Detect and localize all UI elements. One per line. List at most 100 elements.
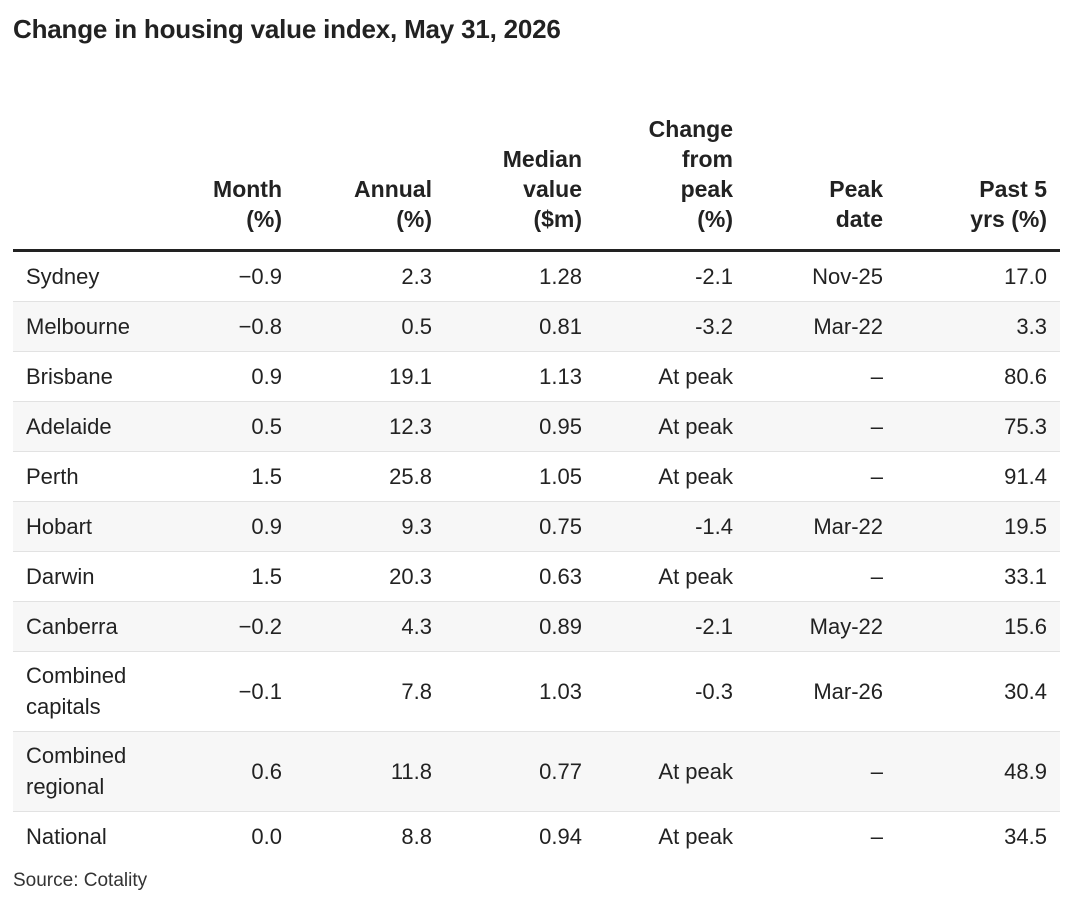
table-row: Darwin 1.5 20.3 0.63 At peak –33.1: [13, 551, 1060, 602]
peak-date-cell: –: [870, 824, 883, 849]
region-name-cell: Perth: [13, 451, 155, 502]
median-value-header-line: value: [523, 176, 582, 202]
annual-cell: 9.3: [295, 501, 445, 552]
month-cell: −0.2: [155, 601, 295, 652]
region-name-cell: National: [13, 812, 155, 862]
month-cell: 0.0: [251, 824, 282, 849]
peak-date-cell: –: [746, 401, 896, 452]
region-name-line: Adelaide: [26, 414, 112, 439]
change-from-peak-cell: At peak: [595, 451, 746, 502]
annual-cell: 19.1: [295, 351, 445, 402]
change-from-peak-cell: -0.3: [595, 651, 746, 732]
past-5-yrs-cell: 19.5: [896, 501, 1060, 552]
median-value-cell: 0.63: [445, 551, 595, 602]
table-row: Perth 1.5 25.8 1.05 At peak –91.4: [13, 451, 1060, 502]
annual-cell: 20.3: [295, 551, 445, 602]
past-5-yrs-header-line: yrs (%): [970, 206, 1047, 232]
peak-date-cell: Mar-22: [746, 501, 896, 552]
annual-header: Annual (%): [295, 96, 445, 252]
table-row: Adelaide 0.5 12.3 0.95 At peak –75.3: [13, 401, 1060, 452]
table-row: Combined regional 0.6 11.8 0.77 At peak –48.9: [13, 731, 1060, 812]
header-row: Month (%) Annual (%) Median value ($m) Change fr…: [13, 96, 1060, 252]
table-row: Canberra −0.2 4.3 0.89 -2.1 May-22 15.6: [13, 601, 1060, 652]
table-header: Month (%) Annual (%) Median value ($m) Change fr…: [13, 96, 1060, 252]
change-from-peak-cell: -1.4: [595, 501, 746, 552]
table-row: Combined capitals −0.1 7.8 1.03 -0.3 Mar-26 30.…: [13, 651, 1060, 732]
past-5-yrs-cell: 91.4: [896, 451, 1060, 502]
month-cell: 0.9: [155, 501, 295, 552]
median-value-cell: 0.77: [445, 731, 595, 812]
past-5-yrs-cell: 15.6: [896, 601, 1060, 652]
annual-cell: 2.3: [295, 250, 445, 302]
month-cell: 0.9: [155, 351, 295, 402]
annual-cell: 12.3: [295, 401, 445, 452]
median-value-cell: 1.13: [445, 351, 595, 402]
past-5-yrs-cell: 48.9: [896, 731, 1060, 812]
median-value-header: Median value ($m): [445, 96, 595, 252]
region-name-line: Hobart: [26, 514, 93, 539]
change-from-peak-header-line: peak: [680, 176, 733, 202]
month-cell: −0.1: [155, 651, 295, 732]
region-name-line: Brisbane: [26, 364, 113, 389]
month-header-line: Month: [213, 176, 282, 202]
region-name-line: Darwin: [26, 564, 95, 589]
annual-cell: 25.8: [295, 451, 445, 502]
change-from-peak-cell: At peak: [595, 401, 746, 452]
change-from-peak-header: Change from peak (%): [595, 96, 746, 252]
region-name-line: Sydney: [26, 264, 100, 289]
region-name-cell: Sydney: [13, 250, 155, 302]
region-name-line: Canberra: [26, 614, 118, 639]
past-5-yrs-header: Past 5 yrs (%): [896, 96, 1060, 252]
peak-date-header: Peak date: [746, 96, 896, 252]
annual-cell: 11.8: [295, 731, 445, 812]
annual-header-line: Annual: [354, 176, 432, 202]
region-name-line: Melbourne: [26, 314, 130, 339]
housing-value-table: Month (%) Annual (%) Median value ($m) Change fr…: [13, 96, 1060, 861]
region-name-cell: Adelaide: [13, 401, 155, 452]
past-5-yrs-cell: 3.3: [896, 301, 1060, 352]
median-value-cell: 0.81: [445, 301, 595, 352]
region-name-line: National: [26, 824, 107, 849]
change-from-peak-cell: -2.1: [595, 601, 746, 652]
annual-header-line: (%): [396, 206, 432, 232]
peak-date-cell: May-22: [746, 601, 896, 652]
peak-date-cell: –: [746, 551, 896, 602]
change-from-peak-cell: At peak: [658, 824, 733, 849]
table-row: Brisbane 0.9 19.1 1.13 At peak –80.6: [13, 351, 1060, 402]
chart-title: Change in housing value index, May 31, 2…: [13, 14, 561, 44]
region-name-cell: Melbourne: [13, 301, 155, 352]
region-name-cell: Darwin: [13, 551, 155, 602]
median-value-cell: 0.94: [539, 824, 582, 849]
median-value-cell: 0.95: [445, 401, 595, 452]
table-row: National 0.0 8.8 0.94 At peak – 34.5: [13, 812, 1060, 862]
month-header: Month (%): [155, 96, 295, 252]
annual-cell: 0.5: [295, 301, 445, 352]
peak-date-cell: –: [746, 731, 896, 812]
region-name-cell: Canberra: [13, 601, 155, 652]
region-name-line: Combined: [26, 663, 127, 688]
table-row: Melbourne −0.8 0.5 0.81 -3.2 Mar-22 3.3: [13, 301, 1060, 352]
change-from-peak-header-line: (%): [697, 206, 733, 232]
past-5-yrs-cell: 33.1: [896, 551, 1060, 602]
past-5-yrs-cell: 34.5: [1004, 824, 1047, 849]
region-name-line: capitals: [26, 694, 101, 719]
month-cell: 1.5: [155, 551, 295, 602]
peak-date-cell: Mar-26: [746, 651, 896, 732]
region-name-cell: Combined regional: [13, 731, 155, 812]
peak-date-cell: –: [746, 451, 896, 502]
past-5-yrs-cell: 75.3: [896, 401, 1060, 452]
table-row: Sydney −0.9 2.3 1.28 -2.1 Nov-25 17.0: [13, 250, 1060, 302]
month-cell: 0.5: [155, 401, 295, 452]
median-value-cell: 1.03: [445, 651, 595, 732]
region-name-cell: Hobart: [13, 501, 155, 552]
annual-cell: 7.8: [295, 651, 445, 732]
change-from-peak-header-line: from: [681, 146, 733, 172]
median-value-cell: 1.28: [445, 250, 595, 302]
change-from-peak-cell: -3.2: [595, 301, 746, 352]
region-name-line: regional: [26, 774, 105, 799]
region-name-line: Combined: [26, 743, 127, 768]
peak-date-cell: –: [746, 351, 896, 402]
past-5-yrs-cell: 80.6: [896, 351, 1060, 402]
change-from-peak-header-line: Change: [648, 116, 733, 142]
median-value-header-line: Median: [502, 146, 582, 172]
